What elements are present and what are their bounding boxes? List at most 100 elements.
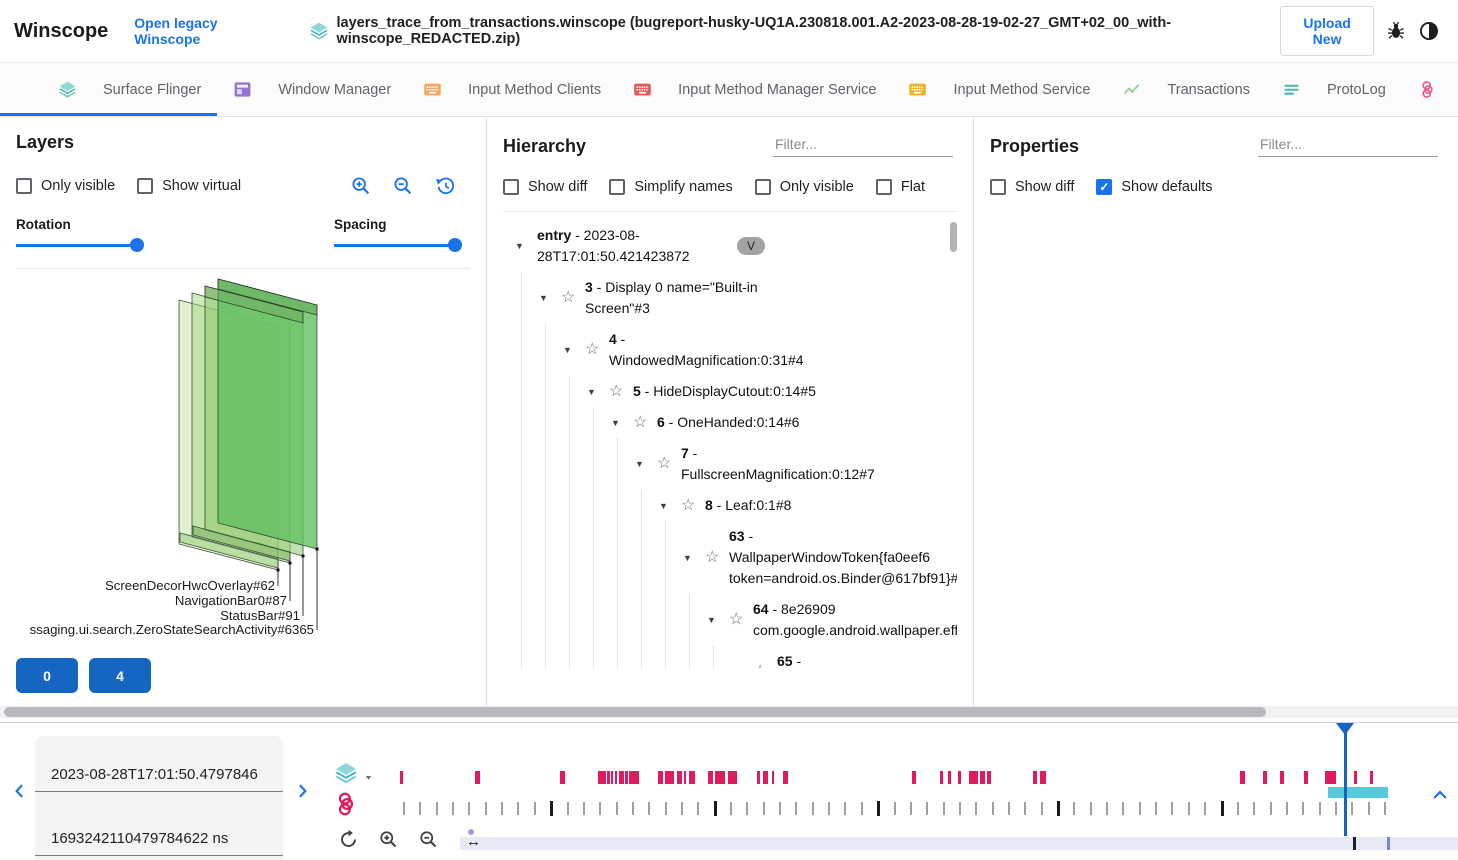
pin-star-icon[interactable]: ☆ — [561, 289, 576, 306]
checkbox-unchecked[interactable] — [609, 179, 626, 195]
trace-event-mark[interactable] — [629, 771, 639, 784]
trace-event-mark[interactable] — [619, 771, 624, 784]
timeline-canvas[interactable]: ↔ — [400, 723, 1458, 860]
tick[interactable] — [909, 802, 912, 815]
tick[interactable] — [484, 802, 487, 815]
trace-select-caret-icon[interactable] — [362, 771, 375, 789]
pin-star-icon[interactable]: ☆ — [753, 664, 777, 669]
tick[interactable] — [1089, 802, 1092, 815]
trace-event-mark[interactable] — [684, 771, 686, 784]
trace-event-mark[interactable] — [1263, 771, 1267, 784]
tick[interactable] — [1367, 802, 1370, 815]
scrollbar-thumb[interactable] — [4, 707, 1266, 717]
expand-arrow-icon[interactable]: ▼ — [707, 615, 716, 625]
tree-node[interactable]: ▼ ☆ 8 - Leaf:0:1#8 — [503, 490, 957, 521]
tick[interactable] — [1236, 802, 1239, 815]
trace-event-mark[interactable] — [625, 771, 628, 784]
tab-protolog[interactable]: ProtoLog — [1266, 63, 1402, 116]
expand-arrow-icon[interactable]: ▼ — [515, 241, 524, 251]
tick[interactable] — [844, 802, 847, 815]
display-button-4[interactable]: 4 — [89, 658, 151, 693]
trace-event-mark[interactable] — [560, 771, 565, 784]
tree-node[interactable]: ▼☆65 - com.google.android.wallpaper.effe… — [503, 646, 957, 668]
trace-event-mark[interactable] — [763, 771, 768, 784]
tick[interactable] — [942, 802, 945, 815]
trace-event-mark[interactable] — [980, 771, 985, 784]
pin-star-icon[interactable]: ☆ — [609, 382, 624, 400]
tree-node[interactable]: ▼ ☆ 3 - Display 0 name="Built-in Screen"#3 — [503, 272, 957, 324]
tree-node[interactable]: ▼ ☆ 63 - WallpaperWindowToken{fa0eef6 toke… — [503, 521, 957, 594]
tick[interactable] — [1302, 802, 1305, 815]
checkbox-unchecked[interactable] — [990, 179, 1006, 195]
display-button-0[interactable]: 0 — [16, 658, 78, 693]
checkbox-show-diff[interactable]: Show diff — [503, 179, 587, 195]
trace-event-mark[interactable] — [1354, 771, 1357, 784]
trace-event-mark[interactable] — [611, 771, 613, 784]
tick[interactable] — [893, 802, 896, 815]
tick[interactable] — [697, 802, 700, 815]
tick[interactable] — [452, 802, 455, 815]
major-tick[interactable] — [1057, 801, 1060, 816]
horizontal-scrollbar[interactable] — [0, 706, 1458, 718]
tick[interactable] — [1187, 802, 1190, 815]
expand-arrow-icon[interactable]: ▼ — [611, 417, 620, 428]
tick[interactable] — [648, 802, 651, 815]
trace-event-mark[interactable] — [689, 771, 695, 784]
trace-event-mark[interactable] — [783, 771, 788, 784]
major-tick[interactable] — [1220, 801, 1224, 816]
pin-star-icon[interactable]: ☆ — [657, 455, 672, 472]
tick[interactable] — [501, 802, 504, 815]
tick[interactable] — [599, 802, 602, 815]
tick[interactable] — [1007, 802, 1010, 815]
pin-star-icon[interactable]: ☆ — [681, 496, 696, 514]
trace-event-mark[interactable] — [677, 771, 682, 784]
checkbox-unchecked[interactable] — [754, 179, 771, 195]
tick[interactable] — [958, 802, 961, 815]
trace-event-mark[interactable] — [658, 771, 663, 784]
timeline-selection[interactable] — [1328, 787, 1388, 798]
trace-event-mark[interactable] — [475, 771, 480, 784]
checkbox-checked[interactable]: ✓ — [1096, 179, 1113, 195]
hierarchy-filter-input[interactable] — [773, 132, 953, 157]
tick[interactable] — [631, 802, 634, 815]
tab-input-method-clients[interactable]: Input Method Clients — [407, 63, 617, 116]
checkbox-show-defaults[interactable]: ✓ Show defaults — [1096, 179, 1212, 195]
trace-event-mark[interactable] — [969, 771, 978, 784]
tick[interactable] — [1155, 802, 1158, 815]
timeline-cursor-head[interactable] — [1336, 723, 1354, 735]
tree-node[interactable]: ▼ entry - 2023-08-28T17:01:50.421423872 V — [503, 220, 957, 272]
trace-event-mark[interactable] — [728, 771, 737, 784]
timeline-zoom-bar[interactable] — [460, 837, 1458, 850]
pin-star-icon[interactable]: ☆ — [633, 413, 648, 431]
tick[interactable] — [860, 802, 863, 815]
expand-arrow-icon[interactable]: ▼ — [731, 667, 753, 668]
pin-star-icon[interactable]: ☆ — [705, 548, 720, 566]
tree-node[interactable]: ▼ ☆ 6 - OneHanded:0:14#6 — [503, 407, 957, 438]
layer-rect[interactable] — [204, 285, 304, 324]
tick[interactable] — [1024, 802, 1027, 815]
slider-track[interactable] — [334, 238, 462, 252]
tree-scrollbar-thumb[interactable] — [950, 222, 957, 252]
tick[interactable] — [1269, 802, 1272, 815]
tick[interactable] — [664, 802, 667, 815]
trace-event-mark[interactable] — [708, 771, 713, 784]
tick[interactable] — [1285, 802, 1288, 815]
layer-label[interactable]: ssaging.ui.search.ZeroStateSearchActivit… — [30, 622, 314, 637]
dark-mode-toggle-icon[interactable] — [1418, 20, 1440, 42]
checkbox-simplify-names[interactable]: Simplify names — [609, 179, 733, 195]
layers-3d-view[interactable]: ScreenDecorHwcOverlay#62NavigationBar0#8… — [0, 259, 486, 651]
trace-event-mark[interactable] — [1033, 771, 1037, 784]
next-entry-chevron-icon[interactable] — [292, 781, 312, 801]
expand-arrow-icon[interactable]: ▼ — [539, 293, 548, 303]
tick[interactable] — [403, 802, 405, 815]
checkbox-unchecked[interactable] — [503, 179, 519, 195]
properties-filter-input[interactable] — [1258, 132, 1438, 157]
layer-rect[interactable] — [217, 278, 318, 316]
major-tick[interactable] — [713, 801, 717, 816]
layer-label[interactable]: NavigationBar0#87 — [175, 593, 287, 608]
trace-event-mark[interactable] — [607, 771, 610, 784]
expand-timeline-chevron-icon[interactable] — [1430, 785, 1450, 805]
trace-event-mark[interactable] — [400, 771, 403, 784]
bug-report-icon[interactable] — [1386, 21, 1406, 41]
pin-star-icon[interactable]: ☆ — [729, 611, 744, 628]
